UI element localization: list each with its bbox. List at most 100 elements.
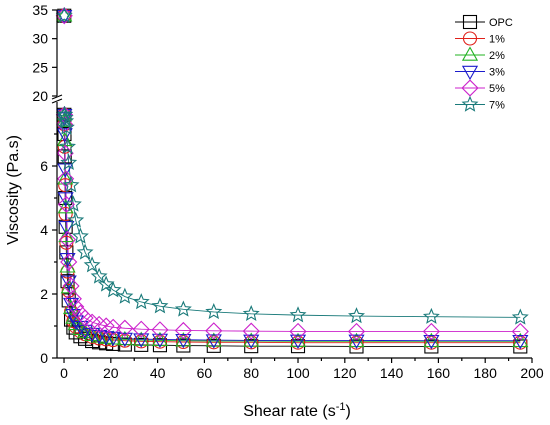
series-line-1pct [63, 114, 521, 344]
data-point-7pct [57, 118, 75, 135]
x-axis-title: Shear rate (s-1) [243, 401, 351, 420]
data-point-7pct [76, 243, 94, 260]
legend-marker [461, 65, 479, 81]
legend-entry-opc: OPC [455, 14, 513, 30]
data-point-5pct [67, 298, 85, 316]
legend-label: 1% [489, 34, 505, 46]
y-tick-label: 30 [32, 31, 48, 47]
data-point-1pct [68, 319, 83, 334]
data-point-7pct [56, 109, 74, 126]
x-tick-label: 40 [150, 365, 166, 381]
data-point-3pct [58, 221, 75, 236]
data-point-2pct [60, 279, 77, 294]
data-point-3pct [91, 329, 108, 345]
data-point-5pct [57, 170, 75, 188]
data-point-2pct [289, 332, 307, 348]
legend-label: 7% [489, 100, 505, 112]
data-point-7pct [62, 176, 80, 193]
data-point-5pct [60, 253, 78, 271]
data-point-1pct [349, 335, 364, 350]
axis-break-mark [51, 98, 63, 104]
data-point-2pct [512, 332, 529, 348]
legend-marker [462, 31, 478, 46]
x-tick-label: 140 [380, 365, 404, 381]
data-point-5pct [289, 322, 307, 341]
data-point-7pct [57, 112, 75, 129]
data-point-1pct [58, 206, 73, 222]
data-point-7pct [511, 308, 529, 325]
x-tick-label: 80 [243, 365, 259, 381]
data-point-1pct [176, 334, 191, 350]
series-markers [55, 6, 529, 354]
data-point-5pct [97, 317, 115, 335]
y-tick-label: 0 [40, 350, 48, 366]
y-tick-label: 6 [40, 158, 48, 174]
data-point-5pct [174, 321, 192, 340]
data-point-7pct [422, 307, 440, 324]
legend-marker [462, 14, 478, 30]
data-point-7pct [71, 227, 89, 244]
data-point-2pct [423, 332, 440, 348]
data-point-3pct [105, 331, 122, 347]
legend-entry-7pct: 7% [455, 95, 505, 112]
data-point-3pct [60, 275, 77, 290]
data-point-5pct [104, 318, 122, 336]
data-point-3pct [512, 334, 529, 350]
legend-entry-2pct: 2% [455, 46, 505, 62]
data-point-7pct [55, 6, 73, 23]
data-point-7pct [64, 195, 82, 212]
series-line-5pct [64, 114, 521, 332]
data-point-7pct [59, 137, 77, 155]
data-point-7pct [242, 304, 260, 322]
series-lines [63, 114, 521, 347]
data-point-3pct [175, 334, 192, 349]
data-point-5pct [90, 315, 108, 333]
legend: OPC 1% 2% 3% 5% 7% [455, 14, 513, 112]
data-point-3pct [59, 253, 76, 268]
data-point-7pct [348, 307, 365, 324]
x-tick-label: 200 [520, 365, 544, 381]
data-point-1pct [152, 334, 168, 349]
data-point-3pct [116, 332, 133, 348]
data-point-5pct [151, 321, 169, 339]
x-tick-label: 0 [60, 365, 68, 381]
data-point-2pct [58, 227, 75, 243]
data-point-3pct [423, 334, 440, 350]
data-point-5pct [76, 309, 94, 327]
legend-marker [461, 95, 479, 112]
data-point-5pct [511, 322, 529, 341]
data-point-5pct [83, 313, 101, 331]
legend-entry-5pct: 5% [455, 79, 505, 97]
data-point-1pct [134, 334, 149, 349]
data-point-5pct [242, 322, 260, 340]
data-point-7pct [67, 211, 85, 228]
series-line-opc [63, 114, 521, 347]
data-point-1pct [58, 178, 73, 193]
x-axis-title-suffix: ) [345, 403, 350, 420]
data-point-7pct [104, 281, 122, 298]
data-point-7pct [151, 297, 169, 314]
data-point-5pct [56, 144, 74, 162]
x-tick-label: 100 [286, 365, 310, 381]
data-point-3pct [151, 333, 169, 349]
legend-entry-3pct: 3% [455, 65, 505, 81]
data-point-7pct [60, 153, 78, 171]
data-point-7pct [174, 300, 192, 317]
series-line-3pct [63, 114, 521, 342]
y-tick-label: 35 [32, 2, 48, 18]
series-line-2pct [63, 114, 521, 342]
data-point-2pct [175, 332, 192, 347]
data-point-2pct [57, 199, 74, 214]
series-line-7pct [64, 114, 521, 318]
x-axis-title-text: Shear rate (s [243, 403, 335, 420]
x-tick-label: 120 [333, 365, 357, 381]
data-point-3pct [348, 334, 365, 349]
x-tick-label: 20 [103, 365, 119, 381]
data-point-7pct [83, 256, 101, 273]
data-point-5pct [64, 290, 82, 308]
y-tick-label: 20 [32, 88, 48, 104]
data-point-2pct [243, 332, 260, 347]
legend-label: 3% [489, 67, 505, 79]
axes: 0 20 40 60 80 100 120 140 160 180 200 0 2 4 6 20 25 30 35 [32, 2, 543, 381]
